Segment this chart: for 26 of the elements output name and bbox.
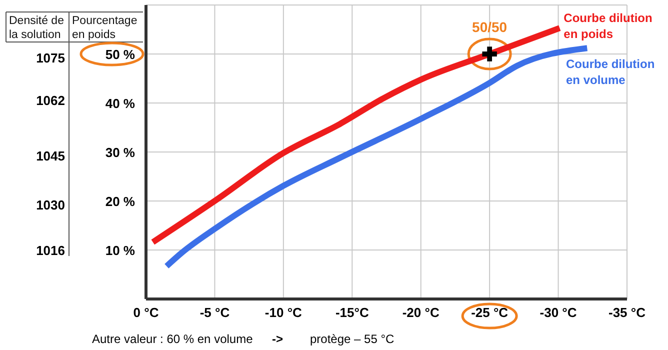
- y-tick-label: 10 %: [105, 243, 136, 258]
- y-tick-label: 50 %: [105, 47, 136, 62]
- y2-axis-title: Densité de la solution: [9, 15, 64, 41]
- y-tick-label: 40 %: [105, 96, 136, 112]
- series-label: Courbe dilution en volume: [566, 57, 655, 88]
- series-label: Courbe dilution en poids: [564, 11, 652, 42]
- y-tick-label: 30 %: [105, 145, 136, 160]
- x-tick-label: -30 °C: [540, 305, 578, 320]
- x-tick-label: -5 °C: [200, 305, 230, 320]
- x-tick-label: -15°C: [335, 305, 370, 320]
- x-tick-label: -35 °C: [608, 305, 646, 320]
- text: Autre valeur : 60 % en volume: [92, 332, 254, 346]
- y2-tick-label: 1062: [36, 92, 65, 108]
- x-tick-label: -10 °C: [264, 305, 303, 320]
- annotation: 50/50: [472, 19, 508, 35]
- x-tick-label: -25 °C: [471, 305, 509, 320]
- y2-tick-label: 1075: [36, 50, 65, 66]
- text: protège – 55 °C: [310, 332, 395, 346]
- x-tick-label: 0 °C: [133, 305, 160, 320]
- y-tick-label: 20 %: [105, 194, 136, 210]
- text: ->: [272, 332, 284, 346]
- x-tick-label: -20 °C: [402, 305, 440, 320]
- y-axis-title: Pourcentage en poids: [72, 15, 138, 41]
- y2-tick-label: 1045: [36, 148, 65, 164]
- y2-tick-label: 1016: [36, 243, 65, 258]
- y2-tick-label: 1030: [36, 197, 65, 212]
